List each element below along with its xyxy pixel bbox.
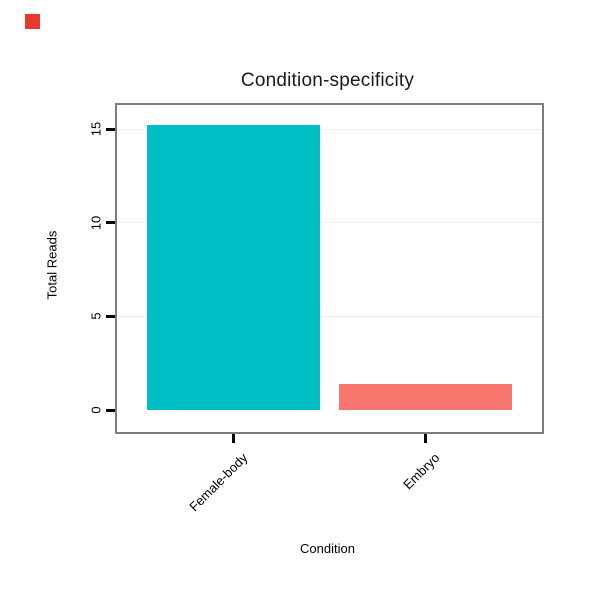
x-tick-label-embryo: Embryo bbox=[399, 450, 443, 493]
x-tick-label-female-body: Female-body bbox=[185, 450, 251, 515]
plot-panel bbox=[115, 103, 544, 434]
gridline bbox=[117, 128, 542, 130]
x-tick bbox=[232, 434, 235, 443]
chart-title: Condition-specificity bbox=[240, 70, 415, 91]
y-tick bbox=[106, 127, 115, 131]
y-tick-label: 10 bbox=[88, 215, 104, 230]
bar-embryo bbox=[339, 383, 512, 410]
y-tick bbox=[106, 221, 115, 225]
y-tick-label: 15 bbox=[88, 121, 104, 137]
y-tick-label: 0 bbox=[88, 406, 104, 414]
y-tick-label: 5 bbox=[88, 312, 104, 320]
x-tick bbox=[424, 434, 427, 443]
y-tick bbox=[106, 314, 115, 318]
y-tick bbox=[106, 408, 115, 412]
gridline bbox=[117, 315, 542, 317]
bar-female-body bbox=[147, 125, 320, 410]
corner-marker bbox=[25, 14, 40, 29]
x-axis-title: Condition bbox=[300, 541, 355, 556]
y-axis-title: Total Reads bbox=[44, 230, 60, 300]
gridline bbox=[117, 222, 542, 224]
